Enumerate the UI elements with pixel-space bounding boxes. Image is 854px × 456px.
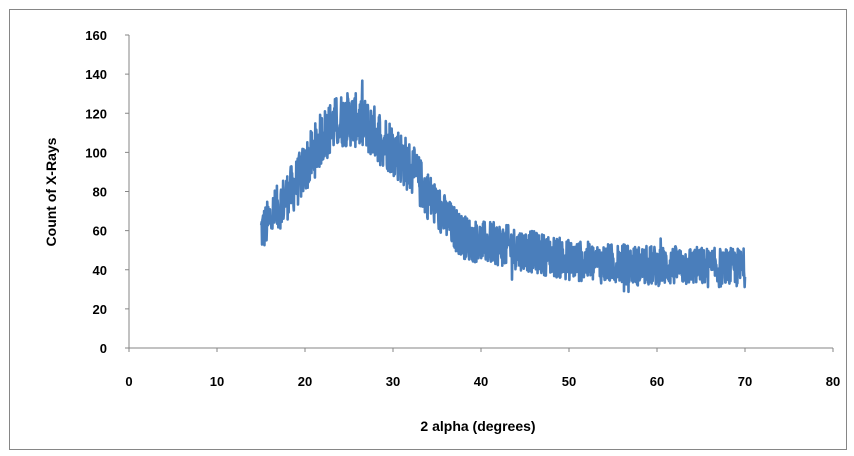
- y-tick-label: 100: [85, 145, 107, 160]
- x-tick-label: 70: [738, 374, 752, 389]
- x-tick-label: 60: [650, 374, 664, 389]
- ticks-layer: 0 10 20 30 40 50 60 70 80 0 20 40 60 80 100 120 140 160: [85, 28, 840, 389]
- y-tick-label: 140: [85, 67, 107, 82]
- y-axis-title: Count of X-Rays: [43, 137, 59, 246]
- x-tick-label: 10: [210, 374, 224, 389]
- series-layer: [259, 79, 747, 294]
- x-tick-label: 40: [474, 374, 488, 389]
- axes: [128, 35, 833, 349]
- x-tick-label: 50: [562, 374, 576, 389]
- xray-count-series-line: [259, 79, 747, 294]
- y-tick-label: 160: [85, 28, 107, 43]
- y-tick-label: 20: [93, 302, 107, 317]
- chart-frame: [9, 9, 847, 450]
- y-tick-label: 120: [85, 106, 107, 121]
- x-tick-label: 30: [386, 374, 400, 389]
- y-tick-label: 80: [93, 185, 107, 200]
- x-tick-label: 80: [826, 374, 840, 389]
- y-tick-label: 40: [93, 263, 107, 278]
- y-tick-label: 60: [93, 224, 107, 239]
- y-tick-label: 0: [100, 341, 107, 356]
- x-axis-title: 2 alpha (degrees): [420, 418, 535, 434]
- x-tick-label: 0: [125, 374, 132, 389]
- x-tick-label: 20: [298, 374, 312, 389]
